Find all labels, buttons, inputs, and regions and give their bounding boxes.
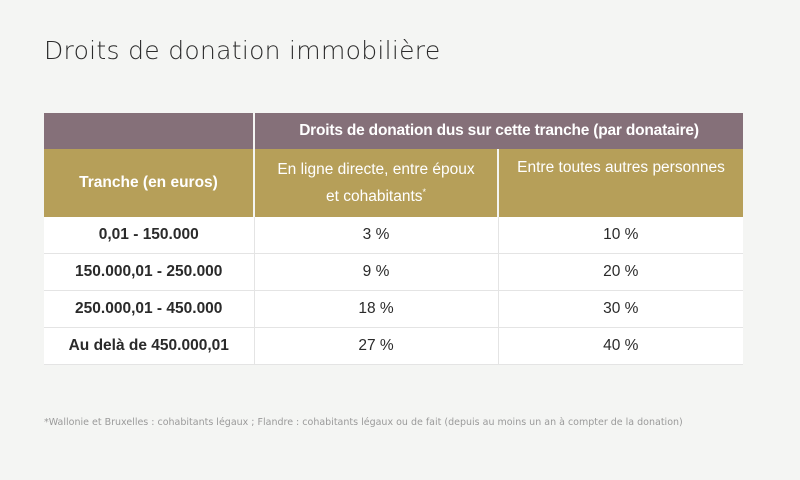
- direct-column-header: En ligne directe, entre époux et cohabit…: [253, 149, 498, 217]
- tranche-cell: Au delà de 450.000,01: [44, 327, 254, 365]
- direct-rate-cell: 18 %: [253, 290, 498, 328]
- page-title: Droits de donation immobilière: [44, 36, 441, 65]
- direct-rate-cell: 9 %: [253, 253, 498, 291]
- other-rate-cell: 10 %: [497, 217, 743, 254]
- table-row: 250.000,01 - 450.000 18 % 30 %: [44, 290, 743, 328]
- tranche-cell: 250.000,01 - 450.000: [44, 290, 254, 328]
- header-blank-cell: [44, 113, 255, 149]
- group-header: Droits de donation dus sur cette tranche…: [253, 113, 743, 149]
- donation-tax-table: Droits de donation dus sur cette tranche…: [44, 113, 743, 365]
- footnote-marker: *: [422, 187, 427, 198]
- tranche-column-header: Tranche (en euros): [44, 149, 254, 217]
- table-row: Au delà de 450.000,01 27 % 40 %: [44, 327, 743, 365]
- tranche-cell: 150.000,01 - 250.000: [44, 253, 254, 291]
- direct-rate-cell: 3 %: [253, 217, 498, 254]
- footnote: *Wallonie et Bruxelles : cohabitants lég…: [44, 417, 683, 428]
- direct-header-line2: et cohabitants: [325, 188, 423, 206]
- direct-rate-cell: 27 %: [253, 327, 498, 365]
- other-column-header: Entre toutes autres personnes: [497, 149, 743, 217]
- other-rate-cell: 20 %: [497, 253, 743, 291]
- table-header-group-row: Droits de donation dus sur cette tranche…: [44, 113, 743, 149]
- table-row: 150.000,01 - 250.000 9 % 20 %: [44, 253, 743, 291]
- other-rate-cell: 30 %: [497, 290, 743, 328]
- other-rate-cell: 40 %: [497, 327, 743, 365]
- table-row: 0,01 - 150.000 3 % 10 %: [44, 217, 743, 254]
- direct-header-line1: En ligne directe, entre époux: [277, 161, 475, 179]
- tranche-cell: 0,01 - 150.000: [44, 217, 254, 254]
- table-header-row: Tranche (en euros) En ligne directe, ent…: [44, 149, 743, 217]
